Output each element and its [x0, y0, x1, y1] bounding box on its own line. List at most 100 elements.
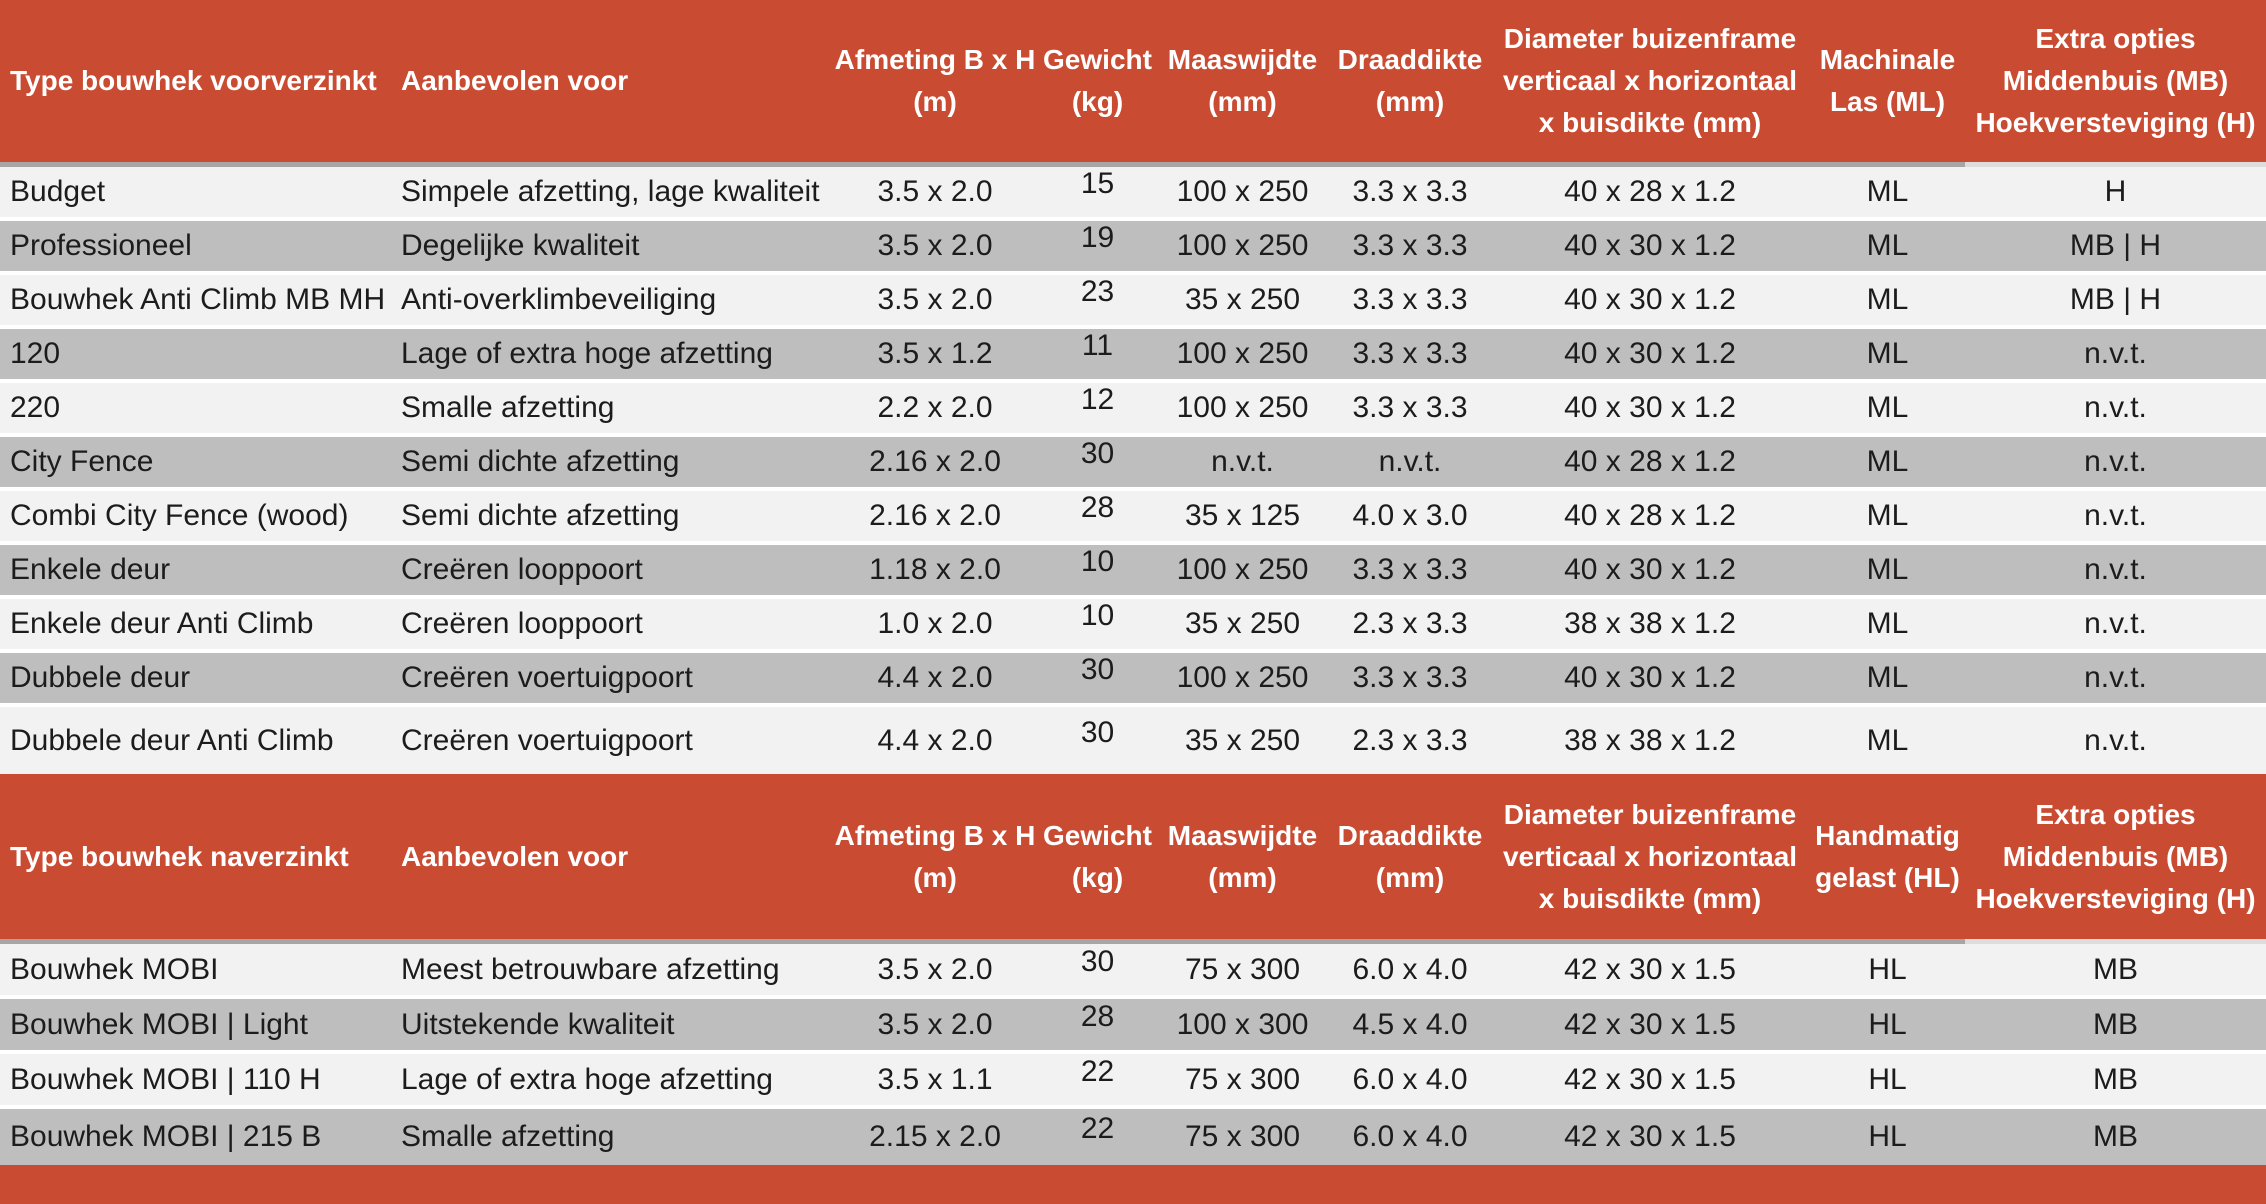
table-cell: Smalle afzetting: [401, 391, 615, 424]
table-cell: 3.3 x 3.3: [1352, 229, 1468, 262]
row-type-cell: Dubbele deur: [10, 661, 191, 694]
table-cell: 28: [1080, 999, 1115, 1033]
table-cell: 1.0 x 2.0: [877, 607, 993, 640]
table-cell: 38 x 38 x 1.2: [1564, 723, 1736, 757]
table-cell: 100 x 300: [1176, 1007, 1309, 1041]
column-header-type: Type bouwhek voorverzinkt: [0, 0, 395, 167]
table-cell: 1.18 x 2.0: [869, 553, 1001, 586]
table-cell: 22: [1080, 1054, 1115, 1088]
row-type-cell: Budget: [10, 175, 106, 208]
column-header-aanbevolen: Aanbevolen voor: [395, 0, 830, 167]
table-cell: 75 x 300: [1184, 1120, 1301, 1153]
table-cell: 3.5 x 2.0: [877, 229, 993, 262]
table-row: Bouwhek MOBI | Light Uitstekende kwalitei…: [0, 999, 2266, 1054]
table-cell: MB | H: [2069, 229, 2162, 262]
table-cell: ML: [1866, 283, 1909, 316]
row-type-cell: Enkele deur Anti Climb: [10, 607, 314, 640]
table-cell: 15: [1080, 167, 1115, 200]
table-cell: 35 x 250: [1184, 283, 1301, 316]
table-cell: 3.5 x 1.2: [877, 337, 993, 370]
column-header-draaddikte: Draaddikte (mm): [1330, 0, 1490, 167]
table-cell: 30: [1080, 653, 1115, 686]
table-cell: 40 x 28 x 1.2: [1564, 175, 1736, 208]
table-cell: 2.16 x 2.0: [869, 445, 1001, 478]
table-cell: n.v.t.: [2084, 391, 2147, 424]
table-row: Professioneel Degelijke kwaliteit 3.5 x 2.…: [0, 221, 2266, 275]
table-cell: HL: [1868, 1120, 1907, 1153]
table-row: Enkele deur Creëren looppoort 1.18 x 2.0 10…: [0, 545, 2266, 599]
table-cell: 40 x 30 x 1.2: [1564, 391, 1736, 424]
table-cell: Smalle afzetting: [401, 1120, 615, 1153]
table-cell: 12: [1080, 383, 1115, 416]
table-cell: 3.5 x 2.0: [877, 283, 993, 316]
table-cell: Lage of extra hoge afzetting: [401, 337, 773, 370]
row-type-cell: 220: [10, 391, 61, 424]
column-header-type: Type bouwhek naverzinkt: [0, 774, 395, 944]
table-cell: 3.3 x 3.3: [1352, 391, 1468, 424]
table-cell: 42 x 30 x 1.5: [1564, 1120, 1736, 1153]
column-header-afmeting: Afmeting B x H (m): [830, 774, 1040, 944]
table-cell: 40 x 30 x 1.2: [1564, 337, 1736, 370]
table-cell: 30: [1080, 437, 1115, 470]
table-row: Bouwhek MOBI | 110 H Lage of extra hoge a…: [0, 1054, 2266, 1109]
table-cell: Semi dichte afzetting: [401, 499, 680, 532]
table-cell: 3.5 x 1.1: [877, 1062, 993, 1096]
table-row: 120 Lage of extra hoge afzetting 3.5 x 1.2…: [0, 329, 2266, 383]
table-cell: 3.3 x 3.3: [1352, 337, 1468, 370]
table-cell: ML: [1866, 175, 1909, 208]
table-cell: Creëren looppoort: [401, 607, 643, 640]
table-cell: 3.5 x 2.0: [877, 952, 993, 986]
table-cell: 42 x 30 x 1.5: [1564, 1007, 1736, 1041]
table-cell: 28: [1080, 491, 1115, 524]
table-row: Bouwhek Anti Climb MB MH Anti-overklimbev…: [0, 275, 2266, 329]
table-cell: 35 x 125: [1184, 499, 1301, 532]
table-cell: n.v.t.: [2084, 553, 2147, 586]
table-cell: 100 x 250: [1176, 229, 1309, 262]
table-cell: n.v.t.: [1211, 445, 1274, 478]
table-cell: 42 x 30 x 1.5: [1564, 1062, 1736, 1096]
row-type-cell: Professioneel: [10, 229, 192, 262]
row-type-cell: Bouwhek MOBI | Light: [10, 1007, 308, 1041]
table-cell: 40 x 30 x 1.2: [1564, 553, 1736, 586]
table-cell: MB | H: [2069, 283, 2162, 316]
table-cell: 30: [1080, 944, 1115, 978]
table-cell: 42 x 30 x 1.5: [1564, 952, 1736, 986]
table-cell: 4.4 x 2.0: [877, 723, 993, 757]
table-row: Budget Simpele afzetting, lage kwaliteit 3…: [0, 167, 2266, 221]
table-cell: 100 x 250: [1176, 175, 1309, 208]
table-cell: 6.0 x 4.0: [1352, 952, 1468, 986]
column-header-gelast: Handmatig gelast (HL): [1810, 774, 1965, 944]
table-cell: 100 x 250: [1176, 661, 1309, 694]
table-cell: 2.3 x 3.3: [1352, 723, 1468, 757]
table-cell: 38 x 38 x 1.2: [1564, 607, 1736, 640]
table-row: Dubbele deur Creëren voertuigpoort 4.4 x 2…: [0, 653, 2266, 707]
table-cell: 4.5 x 4.0: [1352, 1007, 1468, 1041]
table-cell: MB: [2093, 1007, 2138, 1041]
column-header-buizenframe: Diameter buizenframe verticaal x horizon…: [1490, 774, 1810, 944]
table-cell: n.v.t.: [2084, 607, 2147, 640]
row-type-cell: Bouwhek MOBI | 110 H: [10, 1062, 321, 1096]
table-cell: 30: [1080, 715, 1115, 749]
row-type-cell: Bouwhek MOBI | 215 B: [10, 1120, 322, 1153]
table-cell: 10: [1080, 545, 1115, 578]
table-voorverzinkt-body: Budget Simpele afzetting, lage kwaliteit 3…: [0, 167, 2266, 774]
table-cell: ML: [1866, 391, 1909, 424]
row-type-cell: Combi City Fence (wood): [10, 499, 349, 532]
table-row: City Fence Semi dichte afzetting 2.16 x 2.…: [0, 437, 2266, 491]
row-type-cell: City Fence: [10, 445, 154, 478]
table-cell: ML: [1866, 499, 1909, 532]
table-cell: 40 x 28 x 1.2: [1564, 499, 1736, 532]
table-cell: MB: [2093, 1062, 2138, 1096]
table-cell: Simpele afzetting, lage kwaliteit: [401, 175, 820, 208]
table-cell: n.v.t.: [1378, 445, 1442, 478]
table-cell: 100 x 250: [1176, 391, 1309, 424]
table-cell: 22: [1080, 1112, 1115, 1145]
table-cell: Degelijke kwaliteit: [401, 229, 640, 262]
column-header-extra-opties: Extra opties Middenbuis (MB) Hoekverstev…: [1965, 774, 2266, 944]
table-voorverzinkt: Type bouwhek voorverzinkt Aanbevolen voo…: [0, 0, 2266, 774]
table-cell: 35 x 250: [1184, 723, 1301, 757]
table-cell: MB: [2093, 1120, 2138, 1153]
table-row: Enkele deur Anti Climb Creëren looppoort 1…: [0, 599, 2266, 653]
table-cell: Lage of extra hoge afzetting: [401, 1062, 773, 1096]
